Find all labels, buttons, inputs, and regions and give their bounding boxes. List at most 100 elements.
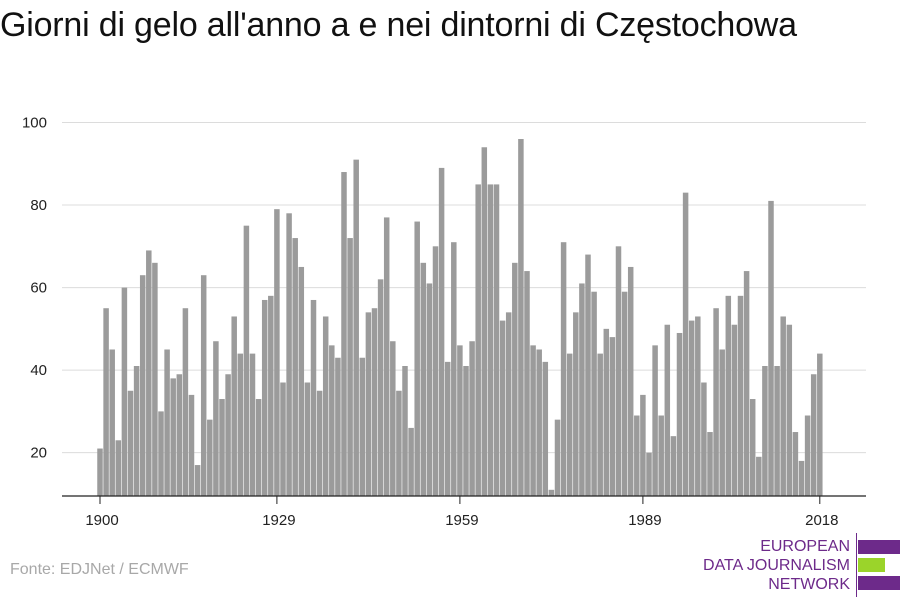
bar-1990: [646, 452, 652, 496]
axes: 20 40 60 80 100 1900 1929 1959 1989 2018: [22, 115, 866, 529]
bar-2000: [707, 432, 713, 496]
bar-1934: [304, 382, 311, 496]
bar-1904: [121, 287, 128, 496]
y-tick-label-60: 60: [30, 280, 47, 297]
bar-2014: [792, 432, 799, 496]
bar-1941: [347, 238, 353, 496]
bar-1985: [615, 246, 622, 496]
bar-1914: [182, 308, 189, 496]
logo-line-2: DATA JOURNALISM: [703, 557, 850, 574]
bar-1946: [377, 279, 384, 496]
bar-1937: [322, 316, 329, 496]
bar-1991: [652, 345, 658, 496]
bar-1948: [390, 341, 396, 496]
x-tick-label-1959: 1959: [445, 512, 478, 529]
edjnet-logo: EUROPEAN DATA JOURNALISM NETWORK: [700, 533, 900, 597]
bar-2001: [713, 308, 719, 496]
bar-1966: [499, 320, 506, 496]
bar-1918: [207, 419, 213, 496]
bar-1911: [164, 349, 170, 496]
bar-1970: [524, 271, 530, 496]
bar-2004: [731, 324, 738, 496]
bar-1998: [695, 316, 701, 496]
bar-1962: [475, 184, 481, 497]
bar-1976: [560, 242, 567, 496]
bar-1987: [627, 266, 634, 496]
bar-2006: [743, 271, 750, 496]
bar-2011: [774, 365, 780, 496]
bar-1907: [139, 275, 146, 496]
bar-1909: [152, 262, 158, 496]
bar-1932: [292, 238, 298, 496]
logo-bar-top: [858, 540, 900, 554]
bar-1980: [585, 254, 591, 496]
source-note: Fonte: EDJNet / ECMWF: [10, 561, 189, 578]
bar-1968: [512, 262, 518, 496]
bar-1917: [200, 275, 207, 496]
bar-1925: [249, 353, 256, 496]
bar-1969: [518, 139, 524, 496]
x-tick-label-2018: 2018: [805, 512, 838, 529]
x-tick-label-1900: 1900: [85, 512, 118, 529]
bar-1973: [542, 361, 549, 496]
bar-1963: [481, 147, 488, 496]
bar-1961: [469, 341, 475, 496]
bar-2002: [719, 349, 725, 496]
bar-1935: [310, 299, 317, 496]
bar-2012: [780, 316, 786, 496]
bar-1953: [420, 262, 427, 496]
bar-1955: [432, 246, 439, 496]
bar-1929: [274, 209, 280, 496]
bar-1950: [402, 365, 408, 496]
y-tick-label-80: 80: [30, 197, 47, 214]
bar-1959: [457, 345, 463, 496]
bar-1958: [451, 242, 457, 496]
page-title: Giorni di gelo all'anno a e nei dintorni…: [0, 6, 797, 44]
bar-1951: [408, 427, 414, 496]
bar-1954: [426, 283, 433, 496]
bar-1910: [158, 411, 164, 496]
bar-1975: [554, 419, 561, 496]
y-tick-label-20: 20: [30, 445, 47, 462]
x-tick-label-1929: 1929: [262, 512, 295, 529]
y-tick-label-40: 40: [30, 362, 47, 379]
bar-2018: [817, 353, 823, 496]
bar-1997: [688, 320, 695, 496]
bar-1983: [603, 328, 610, 496]
bar-1944: [365, 312, 372, 496]
bar-1965: [493, 184, 500, 497]
bar-1984: [609, 337, 616, 496]
bar-1927: [261, 299, 268, 496]
bar-1912: [170, 378, 176, 496]
bar-1956: [438, 167, 445, 496]
bar-1978: [573, 312, 579, 496]
bar-1993: [664, 324, 671, 496]
logo-bar-middle: [858, 558, 885, 572]
bar-1922: [231, 316, 237, 496]
bar-1936: [316, 390, 323, 496]
bar-1930: [280, 382, 286, 496]
bar-1900: [97, 448, 103, 496]
logo-line-1: EUROPEAN: [760, 538, 850, 555]
y-tick-label-100: 100: [22, 115, 47, 132]
bar-2007: [749, 399, 756, 496]
bar-1981: [591, 291, 597, 496]
bar-1992: [658, 415, 664, 496]
bar-1974: [548, 489, 555, 496]
bar-1931: [286, 213, 292, 496]
bar-1923: [237, 353, 244, 496]
bar-1906: [133, 365, 140, 496]
bar-2013: [786, 324, 793, 496]
bar-1994: [670, 436, 677, 496]
bar-1928: [268, 295, 274, 496]
bar-1940: [341, 172, 347, 497]
bar-1920: [219, 399, 225, 496]
bar-1939: [335, 357, 341, 496]
bar-1919: [213, 341, 219, 496]
bar-1949: [396, 390, 402, 496]
bar-1989: [640, 394, 646, 496]
bar-1924: [243, 225, 250, 496]
bar-1908: [146, 250, 152, 496]
bar-1957: [444, 361, 451, 496]
